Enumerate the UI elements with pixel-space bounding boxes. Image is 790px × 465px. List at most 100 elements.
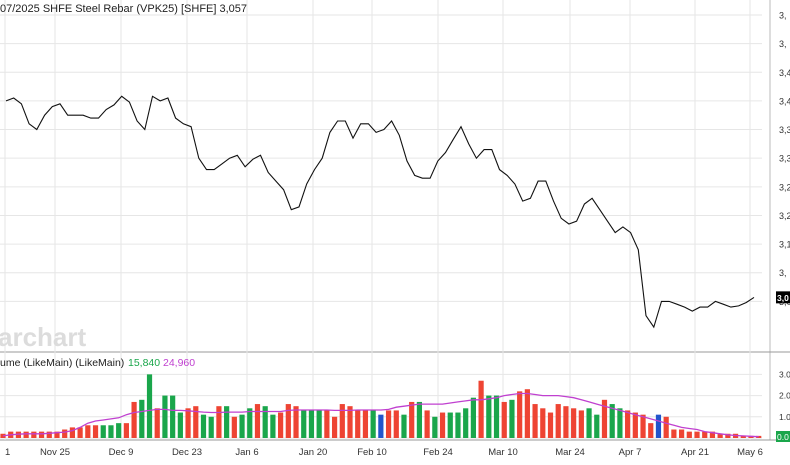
volume-tick-label: 2.0 [779, 391, 790, 401]
volume-bar [601, 399, 608, 438]
volume-bar [709, 431, 716, 438]
volume-bar [717, 433, 723, 438]
volume-bar [625, 410, 631, 438]
avg-volume-value: 24,960 [163, 357, 195, 369]
volume-bar [555, 404, 561, 438]
volume-bar [571, 408, 577, 438]
volume-bar [23, 431, 29, 438]
volume-tick-label: 1.0 [779, 412, 790, 422]
volume-bar [663, 416, 669, 438]
date-tick-label: Jan 6 [235, 447, 258, 458]
volume-bar [455, 412, 461, 438]
price-tick-label: 3,3 [779, 154, 790, 164]
volume-bar [447, 412, 453, 438]
volume-bar [270, 414, 276, 438]
volume-bar [85, 425, 91, 438]
date-tick-label: May 6 [737, 447, 763, 458]
volume-bar [139, 399, 145, 438]
date-tick-label: Dec 23 [172, 447, 202, 458]
date-tick-label: Mar 24 [555, 447, 585, 458]
volume-bar [463, 408, 469, 438]
volume-bar [116, 423, 122, 438]
volume-bar [170, 395, 176, 438]
volume-bar [92, 425, 99, 438]
date-tick-label: Feb 10 [357, 447, 387, 458]
volume-bar [362, 410, 369, 438]
volume-bar [632, 412, 638, 438]
volume-bar [38, 431, 45, 438]
volume-legend-label: ume (LikeMain) (LikeMain) [0, 357, 124, 369]
volume-bar [355, 410, 361, 438]
volume-bar [740, 435, 746, 438]
date-tick-label: Jan 20 [299, 447, 328, 458]
date-tick-label: Apr 7 [619, 447, 642, 458]
volume-bar [108, 425, 114, 438]
volume-bar [308, 410, 315, 438]
volume-bar [501, 401, 507, 438]
volume-bar [509, 399, 515, 438]
volume-legend: ume (LikeMain) (LikeMain) 15,840 24,960 [0, 357, 195, 369]
volume-bar [46, 431, 52, 438]
volume-bar [262, 406, 268, 438]
volume-bar [725, 433, 731, 438]
volume-bar [486, 395, 492, 438]
volume-bar [177, 412, 183, 438]
volume-bar [193, 406, 199, 438]
volume-bar [278, 412, 284, 438]
volume-bar [671, 429, 677, 438]
volume-bar [54, 431, 60, 438]
volume-bar [347, 406, 353, 438]
price-tick-label: 3,2 [779, 211, 790, 221]
watermark: archart [0, 322, 86, 352]
price-tick-label: 3, [779, 39, 787, 49]
volume-bar [324, 410, 330, 438]
volume-bar [224, 406, 230, 438]
volume-bar [401, 414, 407, 438]
volume-bars [0, 374, 762, 438]
volume-bar [409, 401, 415, 438]
overlay [2, 95, 759, 438]
last-price-badge [776, 291, 790, 304]
volume-tick-label: 0.0 [777, 432, 789, 442]
volume-bar [378, 414, 384, 438]
volume-bar [393, 410, 399, 438]
last-price-label: 3,0 [777, 293, 789, 303]
chart-title: 07/2025 SHFE Steel Rebar (VPK25) [SHFE] … [0, 3, 247, 15]
volume-bar [586, 408, 592, 438]
price-tick-label: 3,4 [779, 96, 790, 106]
volume-bar [69, 427, 76, 438]
grid [0, 0, 790, 441]
volume-axis: 3.0 2.0 1.0 0.0 [776, 369, 790, 442]
volume-bar [694, 431, 700, 438]
volume-bar [154, 408, 160, 438]
volume-value: 15,840 [128, 357, 160, 369]
volume-bar [524, 389, 530, 438]
avg-volume-line [2, 392, 759, 438]
volume-bar [540, 408, 546, 438]
volume-bar [146, 374, 153, 438]
price-tick-label: 3, [779, 268, 787, 278]
volume-bar [702, 431, 708, 438]
volume-bar [131, 401, 137, 438]
volume-bar [686, 431, 692, 438]
volume-bar [200, 414, 207, 438]
volume-bar [532, 404, 538, 438]
volume-bar [617, 408, 623, 438]
volume-bar [424, 410, 430, 438]
volume-bar [439, 412, 446, 438]
price-tick-label: 3,2 [779, 182, 790, 192]
volume-bar [594, 414, 600, 438]
price-tick-label: 3,1 [779, 240, 790, 250]
volume-bar [185, 408, 191, 438]
volume-bar [756, 435, 762, 438]
volume-bar [678, 429, 685, 438]
volume-bar [231, 416, 237, 438]
volume-bar [517, 391, 523, 438]
volume-bar [254, 404, 261, 438]
volume-bar [370, 410, 376, 438]
volume-bar [316, 410, 322, 438]
volume-bar [301, 410, 307, 438]
volume-bar [640, 414, 646, 438]
volume-bar [493, 395, 500, 438]
